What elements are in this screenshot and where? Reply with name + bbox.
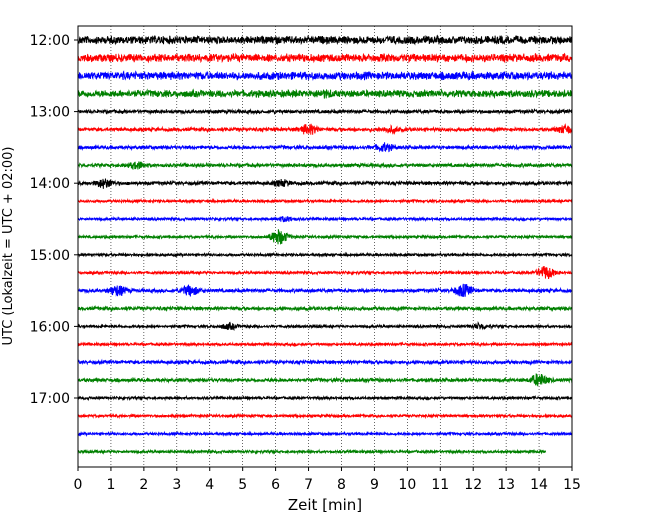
trace-1615	[77, 341, 573, 348]
x-tick-label: 11	[431, 477, 449, 493]
y-tick-label: 17:00	[30, 391, 70, 407]
x-tick-label: 6	[271, 477, 280, 493]
x-tick-label: 14	[530, 477, 548, 493]
trace-1445	[77, 229, 573, 245]
trace-1715	[77, 412, 573, 420]
x-tick-label: 12	[464, 477, 482, 493]
x-axis-title: Zeit [min]	[288, 496, 362, 514]
x-ticks: 0 1 2 3 4 5 6 7 8 9 10 11 12 13 14 15	[74, 467, 581, 493]
trace-1330	[77, 142, 573, 153]
trace-1315	[77, 123, 573, 135]
trace-1600	[77, 320, 573, 331]
trace-1515	[77, 266, 573, 280]
trace-1230	[77, 69, 573, 82]
trace-1700	[77, 394, 573, 402]
y-tick-label: 12:00	[30, 33, 70, 49]
x-tick-label: 0	[74, 477, 83, 493]
plot-frame	[77, 25, 573, 468]
y-tick-label: 14:00	[30, 176, 70, 192]
trace-1630	[77, 358, 573, 366]
trace-1215	[77, 52, 573, 64]
trace-1415	[77, 197, 573, 205]
x-tick-label: 5	[238, 477, 247, 493]
y-axis-title: UTC (Lokalzeit = UTC + 02:00)	[1, 147, 16, 346]
x-tick-label: 3	[172, 477, 181, 493]
x-tick-label: 9	[370, 477, 379, 493]
trace-1500	[77, 251, 573, 258]
y-tick-label: 13:00	[30, 105, 70, 121]
x-tick-label: 8	[337, 477, 346, 493]
y-tick-label: 16:00	[30, 319, 70, 335]
x-tick-label: 13	[497, 477, 515, 493]
x-tick-label: 1	[106, 477, 115, 493]
trace-1400	[77, 178, 573, 189]
trace-lines	[77, 34, 573, 456]
trace-1730	[77, 430, 573, 437]
trace-1530	[77, 283, 573, 297]
x-tick-label: 7	[304, 477, 313, 493]
trace-1645	[77, 373, 573, 387]
trace-1430	[77, 215, 573, 223]
y-tick-label: 15:00	[30, 248, 70, 264]
trace-1345	[77, 161, 573, 170]
x-tick-label: 2	[139, 477, 148, 493]
y-ticks: 12:00 13:00 14:00 15:00 16:00 17:00	[30, 33, 78, 407]
x-tick-label: 15	[563, 477, 581, 493]
trace-1200	[77, 34, 573, 46]
x-tick-label: 10	[398, 477, 416, 493]
trace-1300	[77, 108, 573, 116]
trace-1545	[77, 304, 573, 313]
trace-1745	[77, 448, 547, 456]
trace-1245	[77, 88, 573, 99]
x-tick-label: 4	[205, 477, 214, 493]
